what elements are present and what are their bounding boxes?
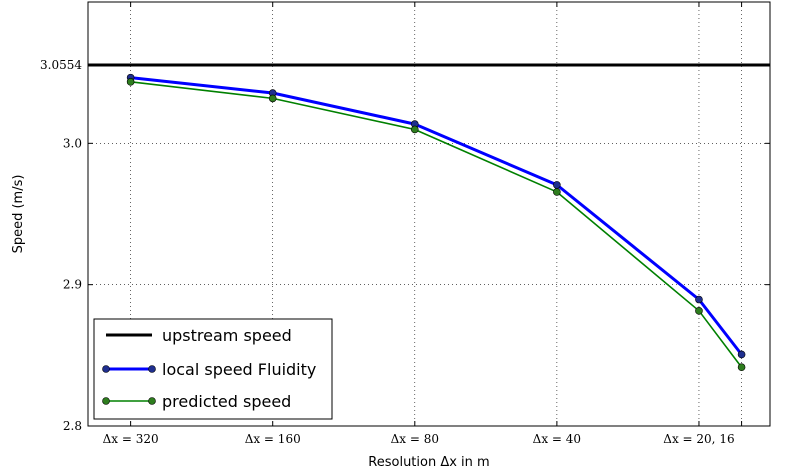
x-axis-label: Resolution Δx in m xyxy=(368,455,489,470)
predicted-speed-point xyxy=(126,78,135,86)
y-tick-label: 3.0 xyxy=(63,136,82,150)
local-speed-point xyxy=(695,295,703,304)
legend-marker-local-2 xyxy=(148,365,156,373)
predicted-speed-point xyxy=(695,307,703,315)
legend-marker-predicted-2 xyxy=(148,397,156,405)
legend-label-predicted: predicted speed xyxy=(162,392,291,411)
local-speed-point xyxy=(737,350,746,359)
axis-ticks: Δx = 320 Δx = 160 Δx = 80 Δx = 40 Δx = 20, 1… xyxy=(40,2,770,446)
x-tick-label: Δx = 40 xyxy=(533,432,581,446)
legend-marker-local-1 xyxy=(102,365,110,373)
series-line-predicted-speed xyxy=(130,81,743,368)
local-speed-point xyxy=(553,181,561,189)
predicted-speed-point xyxy=(553,188,561,196)
predicted-speed-point xyxy=(737,363,746,372)
x-tick-label: Δx = 20, 16 xyxy=(663,432,734,446)
x-tick-label: Δx = 160 xyxy=(245,432,301,446)
predicted-speed-point xyxy=(410,125,419,134)
legend-marker-predicted-1 xyxy=(102,397,110,405)
legend-label-local: local speed Fluidity xyxy=(162,360,316,379)
legend-label-upstream: upstream speed xyxy=(162,326,292,345)
plot-lines xyxy=(88,63,770,372)
series-line-local-speed xyxy=(130,76,743,356)
x-tick-label: Δx = 320 xyxy=(103,432,159,446)
legend: upstream speed local speed Fluidity pred… xyxy=(93,318,333,420)
x-tick-label: Δx = 80 xyxy=(391,432,439,446)
plot-frame xyxy=(87,1,771,427)
y-tick-label: 3.0554 xyxy=(40,58,82,72)
y-tick-label: 2.9 xyxy=(63,278,82,292)
y-axis-label: Speed (m/s) xyxy=(11,175,26,254)
y-tick-label: 2.8 xyxy=(63,419,82,433)
predicted-speed-point xyxy=(268,94,277,103)
